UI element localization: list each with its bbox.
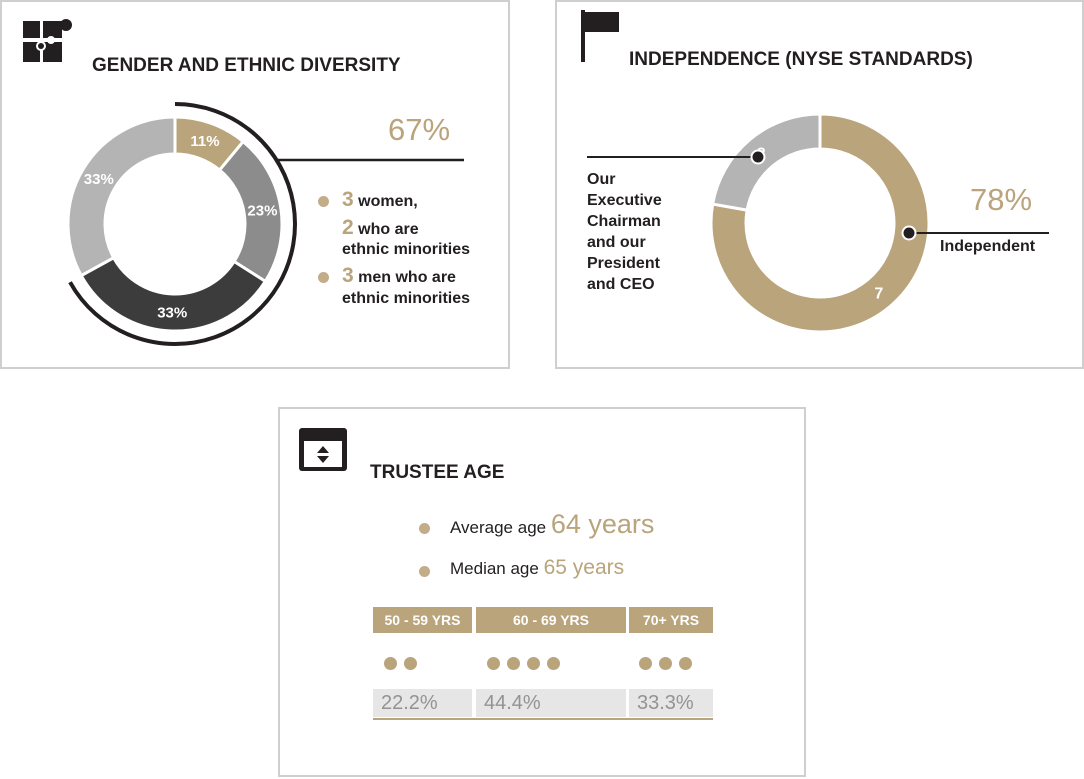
legend-number: 3 — [342, 264, 354, 287]
legend-text: men who are — [358, 269, 456, 286]
donut-slice — [79, 255, 268, 333]
independence-highlight-pct: 78% — [970, 182, 1033, 217]
independence-title: INDEPENDENCE (NYSE STANDARDS) — [629, 49, 973, 70]
legend-line: ethnic minorities — [342, 239, 470, 260]
legend-line: 2 who are — [342, 217, 419, 240]
median-age-line: Median age 65 years — [450, 556, 624, 580]
donut-slice — [709, 112, 931, 334]
legend-line: ethnic minorities — [342, 288, 470, 309]
age-band-pct: 44.4% — [476, 689, 626, 717]
age-band-dot — [487, 657, 500, 670]
executive-label-line: Chairman — [587, 213, 661, 230]
calendar-sort-icon — [299, 428, 347, 471]
legend-number: 2 — [342, 216, 354, 239]
legend-text: ethnic minorities — [342, 241, 471, 258]
donut-slice-label: 23% — [247, 202, 277, 219]
executive-label-line: Executive — [587, 192, 662, 209]
legend-text: who are — [358, 221, 419, 238]
executive-label-line: Our — [587, 171, 616, 188]
donut-slice-label: 33% — [157, 305, 187, 322]
age-band-dot — [507, 657, 520, 670]
median-bullet — [419, 566, 430, 577]
independence-chart-svg: 72 — [581, 10, 1049, 334]
executive-label: Our Executive Chairman and our President… — [587, 169, 697, 295]
age-table-underline — [373, 718, 713, 720]
average-age-label: Average age — [450, 518, 547, 537]
median-age-value: 65 years — [543, 556, 625, 579]
age-band-dot — [527, 657, 540, 670]
age-band-header: 50 - 59 YRS — [373, 607, 472, 633]
legend-text: women, — [358, 193, 418, 210]
age-band-header: 60 - 69 YRS — [476, 607, 626, 633]
age-band-dot — [679, 657, 692, 670]
legend-bullet — [318, 272, 329, 283]
diversity-donut: 11% 23% 33% 33% — [66, 115, 284, 333]
average-age-value: 64 years — [550, 509, 655, 539]
age-band-pct: 33.3% — [629, 689, 713, 717]
legend-line: 3 women, — [342, 189, 418, 212]
donut-slice-label: 7 — [874, 286, 883, 303]
independence-donut: 72 — [709, 112, 931, 334]
age-title: TRUSTEE AGE — [370, 462, 505, 483]
executive-label-line: and CEO — [587, 276, 655, 293]
donut-slice-label: 33% — [84, 171, 114, 188]
donut-slice — [66, 115, 177, 278]
average-bullet — [419, 523, 430, 534]
executive-marker — [750, 149, 766, 165]
legend-line: 3 men who are — [342, 265, 456, 288]
women-minority-bracket-arc — [68, 102, 297, 346]
median-age-label: Median age — [450, 559, 539, 578]
legend-number: 3 — [342, 188, 354, 211]
age-panel: TRUSTEE AGE Average age 64 years Median … — [278, 407, 806, 777]
flag-icon — [581, 10, 619, 62]
diversity-highlight-pct: 67% — [388, 112, 451, 147]
independence-panel: 72 INDEPENDENCE (NYSE STANDARDS) Our Exe… — [555, 0, 1084, 369]
diversity-title: GENDER AND ETHNIC DIVERSITY — [92, 55, 401, 76]
diversity-chart-svg: 11% 23% 33% 33% — [23, 19, 464, 346]
independent-label: Independent — [940, 238, 1036, 255]
donut-slice — [710, 112, 822, 212]
age-band-dot — [547, 657, 560, 670]
age-band-dot — [659, 657, 672, 670]
puzzle-icon — [23, 19, 72, 62]
legend-bullet — [318, 196, 329, 207]
executive-label-line: President — [587, 255, 660, 272]
age-band-dot — [404, 657, 417, 670]
diversity-panel: 11% 23% 33% 33% GENDER AND ETHNIC DIVERSITY… — [0, 0, 510, 369]
donut-slice-label: 11% — [190, 133, 219, 150]
independent-marker — [901, 225, 917, 241]
age-band-header: 70+ YRS — [629, 607, 713, 633]
executive-label-line: and our — [587, 234, 646, 251]
age-band-dot — [639, 657, 652, 670]
age-band-pct: 22.2% — [373, 689, 472, 717]
age-icon-svg — [299, 428, 347, 471]
age-band-dot — [384, 657, 397, 670]
average-age-line: Average age 64 years — [450, 509, 654, 540]
legend-text: ethnic minorities — [342, 290, 471, 307]
